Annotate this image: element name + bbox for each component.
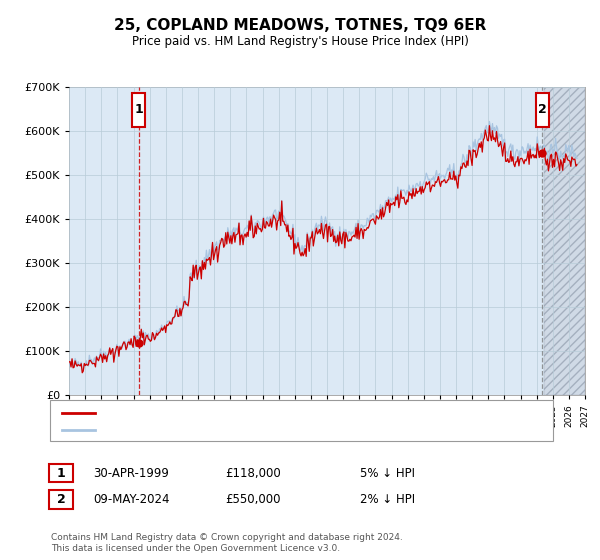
Text: 1: 1 xyxy=(134,104,143,116)
Text: 25, COPLAND MEADOWS, TOTNES, TQ9 6ER: 25, COPLAND MEADOWS, TOTNES, TQ9 6ER xyxy=(114,18,486,32)
Bar xyxy=(544,87,585,395)
Text: Contains HM Land Registry data © Crown copyright and database right 2024.
This d: Contains HM Land Registry data © Crown c… xyxy=(51,533,403,553)
Text: 1: 1 xyxy=(57,466,65,480)
Text: Price paid vs. HM Land Registry's House Price Index (HPI): Price paid vs. HM Land Registry's House … xyxy=(131,35,469,49)
Text: £118,000: £118,000 xyxy=(225,466,281,480)
Text: 2% ↓ HPI: 2% ↓ HPI xyxy=(360,493,415,506)
FancyBboxPatch shape xyxy=(133,93,145,127)
Bar xyxy=(544,87,585,395)
Text: 2: 2 xyxy=(538,104,547,116)
Text: 5% ↓ HPI: 5% ↓ HPI xyxy=(360,466,415,480)
Text: 09-MAY-2024: 09-MAY-2024 xyxy=(93,493,170,506)
Text: 30-APR-1999: 30-APR-1999 xyxy=(93,466,169,480)
Text: HPI: Average price, detached house, South Hams: HPI: Average price, detached house, Sout… xyxy=(102,425,358,435)
FancyBboxPatch shape xyxy=(536,93,549,127)
Text: £550,000: £550,000 xyxy=(225,493,281,506)
Text: 25, COPLAND MEADOWS, TOTNES, TQ9 6ER (detached house): 25, COPLAND MEADOWS, TOTNES, TQ9 6ER (de… xyxy=(102,408,426,418)
Text: 2: 2 xyxy=(57,493,65,506)
